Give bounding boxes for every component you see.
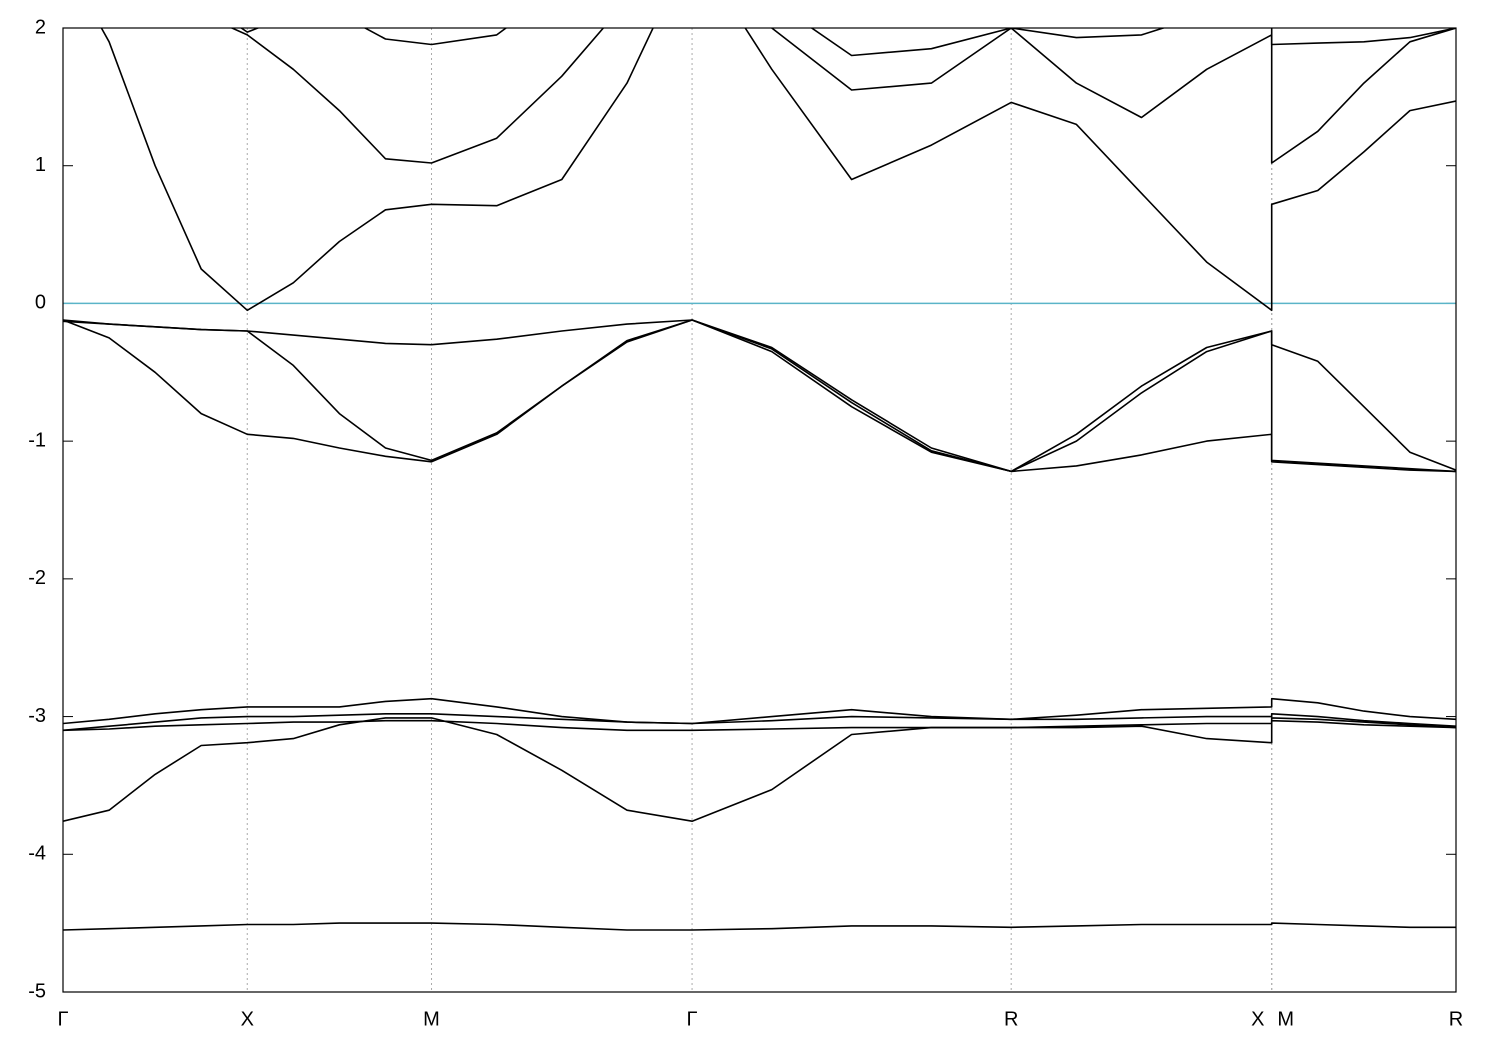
band-line <box>63 713 1456 732</box>
y-tick-label: 2 <box>35 16 46 38</box>
band-line <box>100 28 1456 312</box>
y-tick-label: -5 <box>28 980 46 1002</box>
x-tick-label: Γ <box>57 1008 68 1030</box>
y-tick-label: -3 <box>28 705 46 727</box>
x-tick-label: X <box>1251 1008 1264 1030</box>
y-tick-label: 0 <box>35 292 46 314</box>
band-line <box>63 697 1456 725</box>
x-tick-label: X <box>241 1008 254 1030</box>
plot-frame <box>62 27 1457 993</box>
band-line <box>239 28 1456 57</box>
y-tick-label: -2 <box>28 567 46 589</box>
band-line <box>63 319 1456 473</box>
y-tick-label: -1 <box>28 429 46 451</box>
y-tick-label: 1 <box>35 154 46 176</box>
x-tick-label: M <box>1277 1008 1294 1030</box>
x-tick-label: R <box>1004 1008 1018 1030</box>
band-line <box>63 719 1456 732</box>
bands <box>63 28 1456 931</box>
x-tick-label: R <box>1449 1008 1463 1030</box>
x-tick-label: M <box>423 1008 440 1030</box>
band-line <box>63 922 1456 931</box>
band-line <box>229 28 1456 164</box>
y-tick-label: -4 <box>28 843 46 865</box>
x-tick-label: Γ <box>687 1008 698 1030</box>
